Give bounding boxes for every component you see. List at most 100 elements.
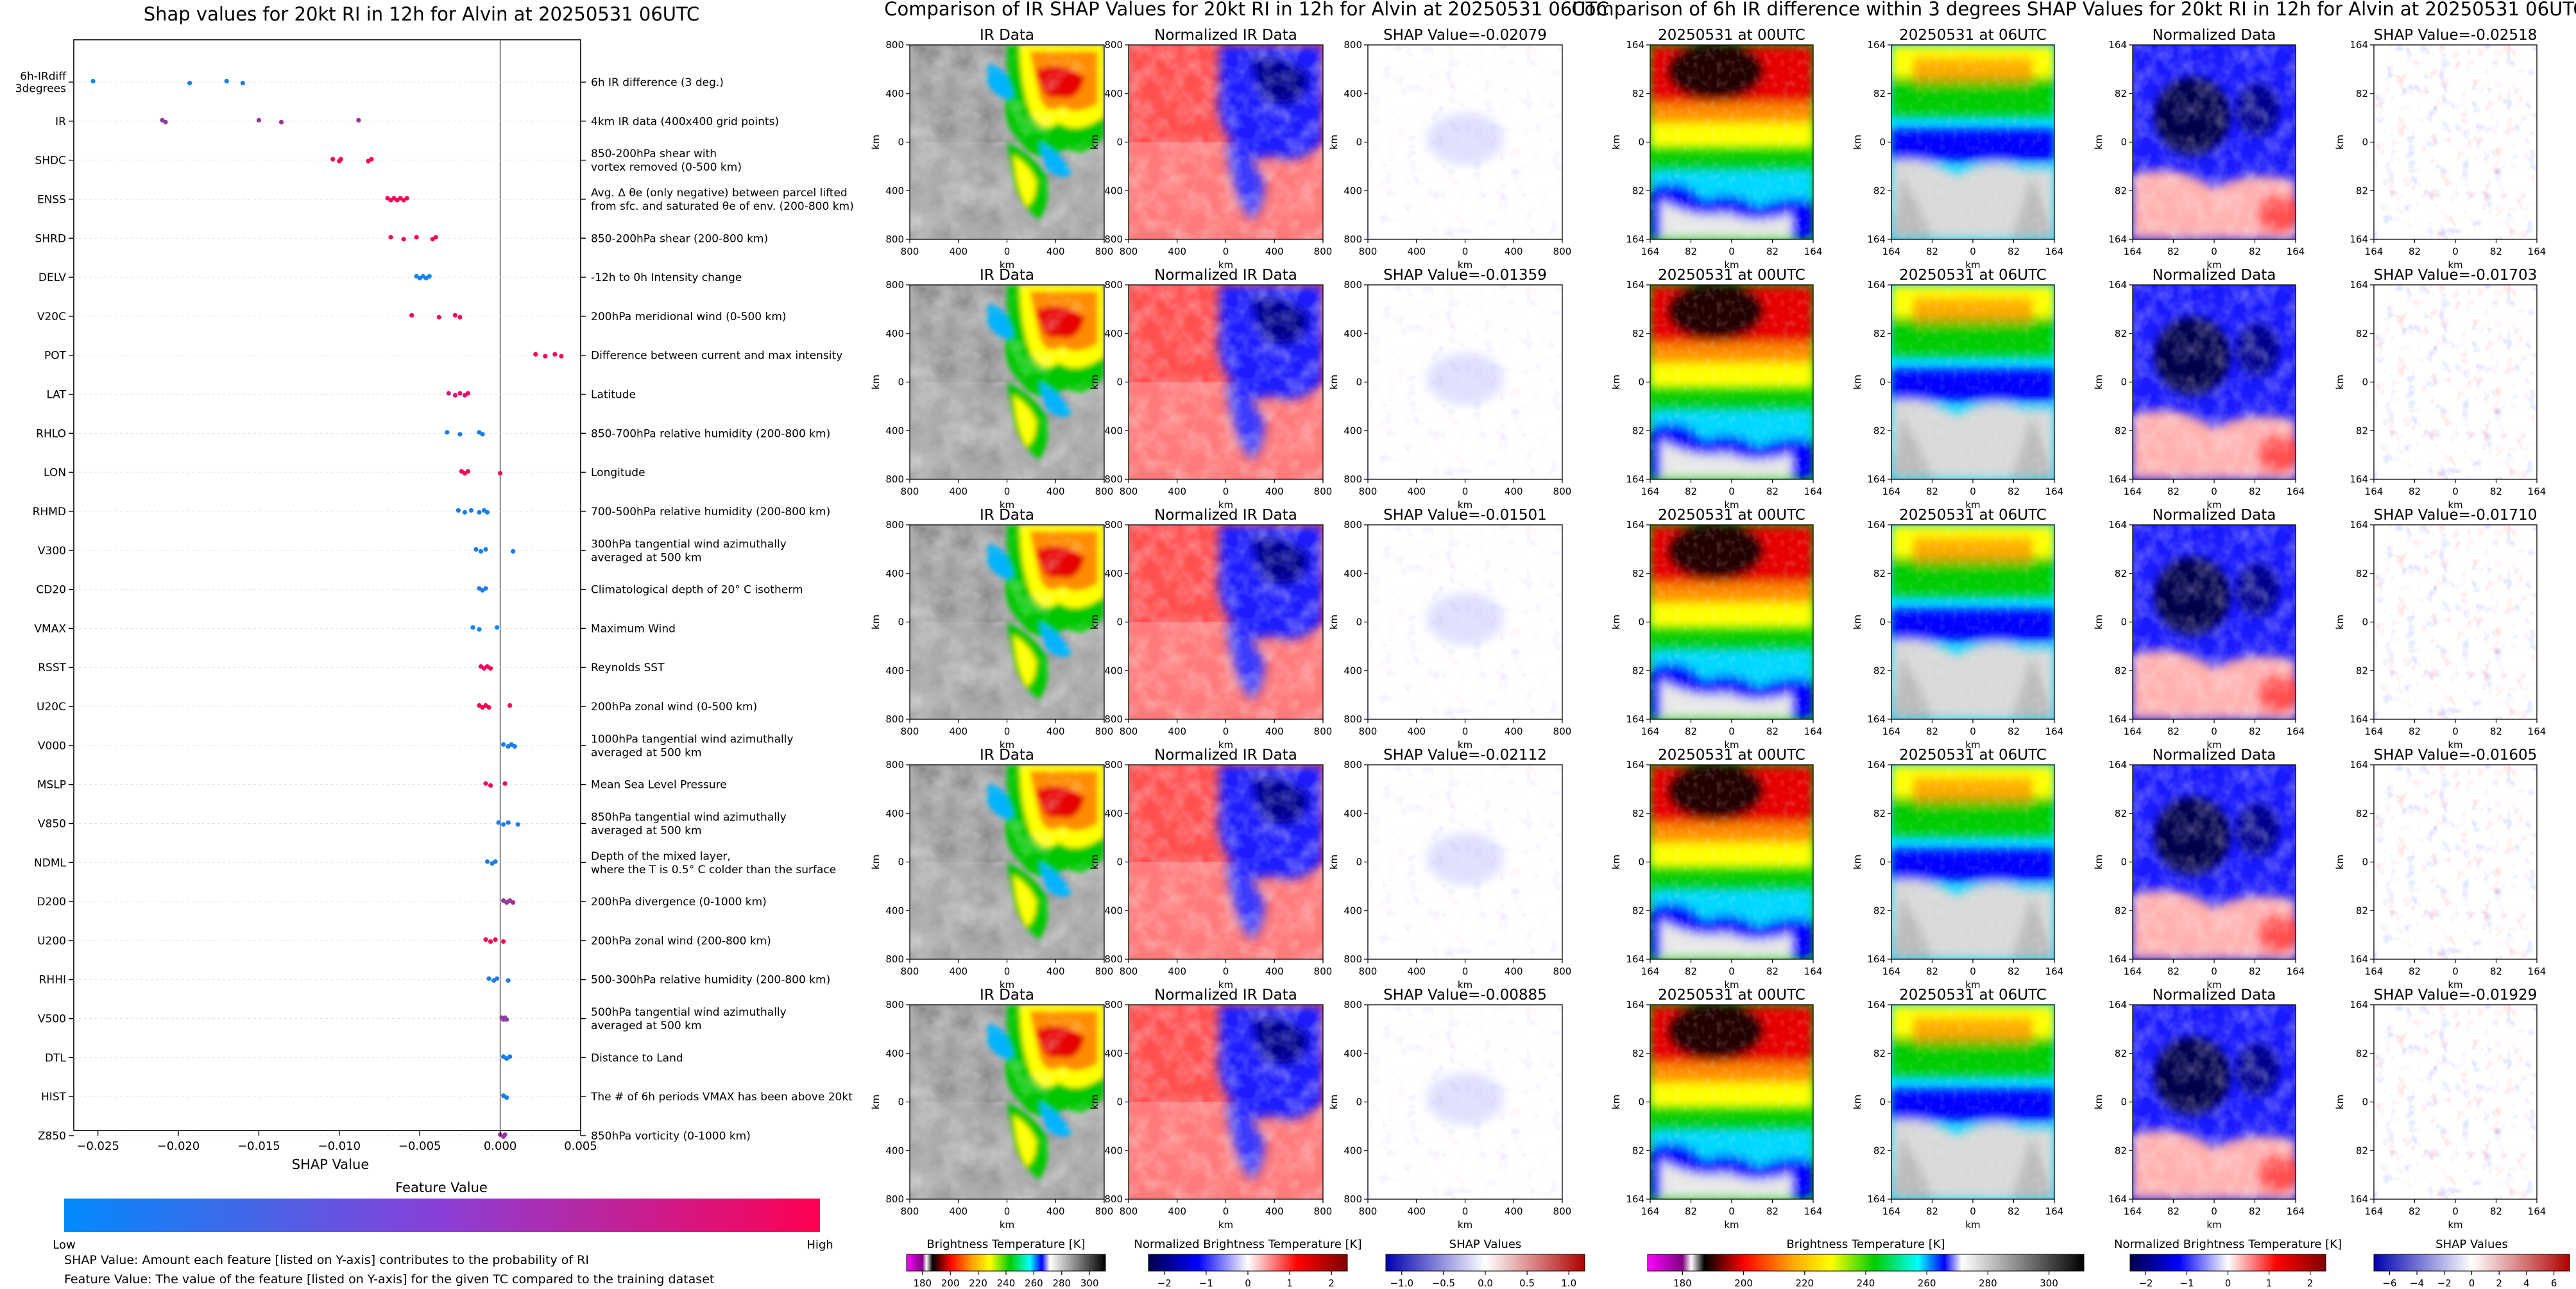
- shap-point: [504, 1095, 509, 1100]
- panel-y-tick-label: 800: [1104, 279, 1123, 291]
- panel-x-tick-label: 400: [1265, 966, 1284, 977]
- diff-comparison-title: Comparison of 6h IR difference within 3 …: [1571, 0, 2576, 20]
- panel-image: [2374, 285, 2537, 479]
- shap-point: [483, 781, 488, 786]
- panel-x-tick-label: 0: [2211, 1206, 2217, 1217]
- panel-title: SHAP Value=-0.01710: [2374, 507, 2538, 524]
- panel-y-tick-label: 800: [1104, 474, 1123, 485]
- panel-y-tick-label: 0: [1638, 377, 1644, 388]
- panel-y-tick-label: 400: [1104, 185, 1123, 196]
- panel-x-tick-label: 164: [1882, 726, 1901, 737]
- shap-point: [494, 976, 500, 981]
- panel-x-tick-label: 82: [2249, 486, 2261, 497]
- panel-y-tick-label: 164: [1867, 519, 1886, 531]
- image-panel: Normalized IR Data8008004004000040040080…: [1089, 747, 1332, 991]
- x-tick-label: 0.005: [564, 1140, 597, 1153]
- panel-x-tick-label: 0: [1970, 486, 1976, 497]
- panel-y-tick-label: 164: [1626, 759, 1644, 771]
- shap-point: [494, 625, 500, 630]
- panel-y-tick-label: 0: [1879, 617, 1886, 628]
- colorbar-tick-label: 300: [2040, 1277, 2058, 1289]
- x-tick-label: −0.015: [237, 1140, 280, 1153]
- panel-y-tick-label: 800: [1343, 953, 1362, 965]
- panel-x-tick-label: 400: [1168, 1206, 1186, 1217]
- panel-y-tick-label: 82: [2115, 88, 2127, 99]
- feature-code-label: LON: [44, 466, 66, 479]
- shap-point: [457, 391, 463, 396]
- panel-y-tick-label: 82: [1873, 1145, 1886, 1156]
- feature-code-label: U20C: [37, 701, 66, 713]
- panel-x-tick-label: 0: [1004, 726, 1011, 737]
- panel-x-tick-label: 82: [2167, 246, 2179, 257]
- panel-x-axis-label: km: [1000, 499, 1014, 511]
- colorbar-label: Normalized Brightness Temperature [K]: [2114, 1238, 2342, 1251]
- feature-description-label: Longitude: [591, 466, 645, 479]
- panel-y-axis-label: km: [1610, 1095, 1622, 1109]
- panel-y-tick-label: 0: [1116, 1097, 1123, 1108]
- feature-description-label: 6h IR difference (3 deg.): [591, 76, 724, 89]
- panel-y-tick-label: 800: [885, 279, 904, 291]
- panel-y-tick-label: 800: [1104, 1193, 1123, 1205]
- panel-title: 20250531 at 00UTC: [1658, 747, 1805, 764]
- panel-y-tick-label: 82: [1632, 665, 1644, 676]
- panel-x-tick-label: 164: [2528, 726, 2546, 737]
- panel-title: SHAP Value=-0.02079: [1383, 27, 1547, 44]
- panel-x-tick-label: 400: [1407, 486, 1426, 497]
- panel-y-tick-label: 400: [1104, 808, 1123, 819]
- panel-y-tick-label: 0: [1116, 617, 1123, 628]
- panel-y-tick-label: 0: [1638, 137, 1644, 148]
- shap-point: [446, 391, 451, 396]
- panel-x-axis-label: km: [1724, 739, 1739, 751]
- panel-image: [2374, 1005, 2537, 1199]
- panel-y-axis-label: km: [1328, 855, 1340, 869]
- image-panel: 20250531 at 00UTC1641648282008282164164k…: [1610, 267, 1822, 511]
- panel-image: [910, 525, 1104, 719]
- panel-x-tick-label: 164: [2124, 486, 2142, 497]
- panel-y-tick-label: 0: [1879, 1097, 1886, 1108]
- x-tick-label: 0.000: [484, 1140, 517, 1153]
- panel-title: 20250531 at 06UTC: [1899, 267, 2047, 284]
- panel-title: Normalized IR Data: [1154, 987, 1297, 1003]
- image-panel: 20250531 at 06UTC1641648282008282164164k…: [1852, 507, 2063, 751]
- panel-title: SHAP Value=-0.02112: [1383, 747, 1547, 764]
- shap-point: [457, 314, 463, 320]
- panel-image: [1650, 1002, 1813, 1199]
- panel-x-tick-label: 400: [1265, 726, 1284, 737]
- panel-y-tick-label: 82: [1632, 425, 1644, 436]
- shap-point: [427, 273, 432, 279]
- panel-y-tick-label: 82: [1873, 328, 1886, 339]
- panel-x-tick-label: 400: [949, 726, 968, 737]
- colorbar-tick-label: 2: [1328, 1277, 1335, 1289]
- panel-title: SHAP Value=-0.01703: [2374, 267, 2538, 284]
- panel-y-tick-label: 400: [885, 185, 904, 196]
- shap-point: [465, 391, 471, 396]
- panel-y-tick-label: 164: [2350, 713, 2368, 725]
- panel-y-tick-label: 0: [898, 857, 904, 868]
- panel-y-tick-label: 0: [1116, 377, 1123, 388]
- panel-x-tick-label: 82: [1766, 726, 1778, 737]
- panel-x-tick-label: 164: [2528, 966, 2546, 977]
- shap-point: [483, 937, 488, 943]
- shap-point: [486, 704, 491, 710]
- panel-y-tick-label: 0: [1116, 857, 1123, 868]
- panel-x-tick-label: 0: [2452, 486, 2459, 497]
- feature-code-label: HIST: [41, 1091, 67, 1104]
- panel-x-tick-label: 82: [2490, 486, 2502, 497]
- panel-y-tick-label: 400: [885, 1145, 904, 1156]
- shap-point: [256, 117, 262, 123]
- colorbar-tick-label: −1.0: [1390, 1277, 1413, 1289]
- image-colorbars: Brightness Temperature [K]180 200 220 240 26…: [906, 1238, 2570, 1289]
- panel-y-tick-label: 800: [1343, 279, 1362, 291]
- panel-x-tick-label: 400: [1046, 1206, 1065, 1217]
- panel-x-axis-label: km: [1218, 739, 1233, 751]
- panel-y-tick-label: 0: [2120, 857, 2127, 868]
- panel-image: [910, 765, 1104, 959]
- panel-x-tick-label: 800: [901, 1206, 919, 1217]
- panel-y-tick-label: 164: [1867, 39, 1886, 51]
- panel-y-tick-label: 0: [1356, 377, 1362, 388]
- panel-y-axis-label: km: [1089, 615, 1100, 629]
- panel-x-tick-label: 800: [1120, 726, 1138, 737]
- shap-point: [512, 744, 517, 749]
- feature-description-label: 300hPa tangential wind azimuthally averag…: [591, 538, 787, 564]
